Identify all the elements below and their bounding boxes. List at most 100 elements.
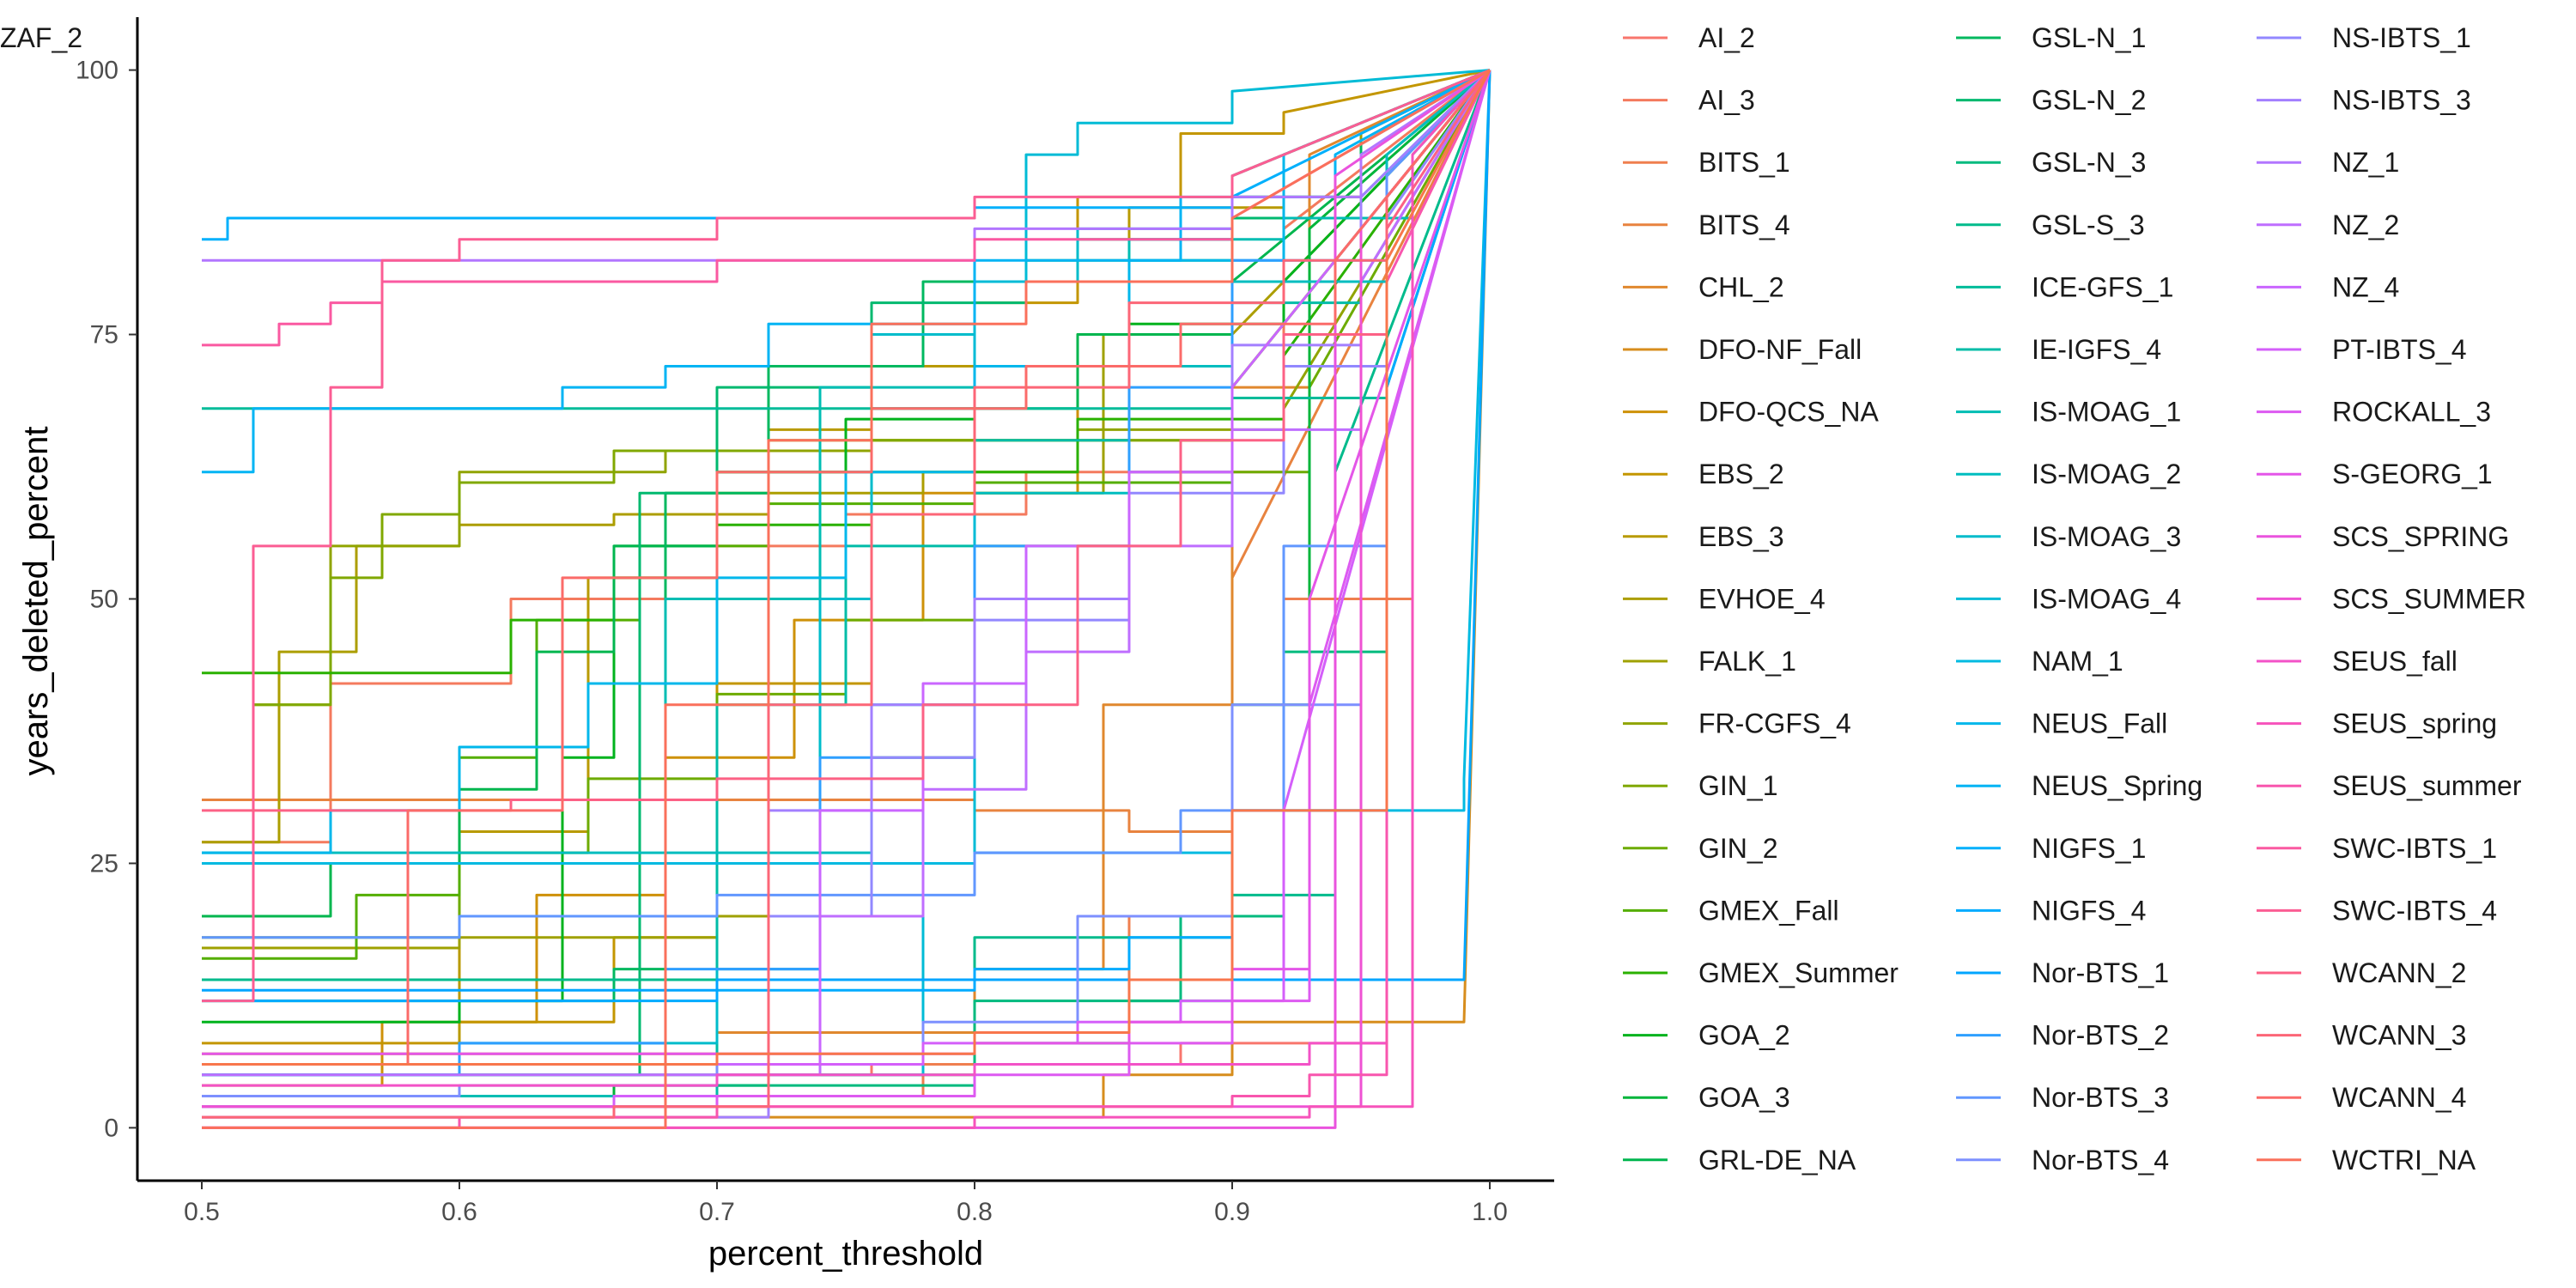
legend-item: GIN_1 — [1623, 770, 1777, 801]
legend-label: SEUS_spring — [2332, 708, 2497, 739]
series-line-Nor-BTS_1 — [202, 70, 1492, 992]
y-axis-ticks: 0 25 50 75 100 — [76, 57, 137, 1142]
series-line-WCANN_2 — [202, 69, 1492, 812]
legend-item: ROCKALL_3 — [2257, 397, 2491, 428]
legend-item: GOA_2 — [1623, 1020, 1790, 1051]
legend-item: GIN_2 — [1623, 833, 1777, 864]
legend-label: GSL-N_2 — [2032, 85, 2146, 116]
legend-label: GIN_2 — [1698, 833, 1777, 864]
x-tick-label: 0.8 — [957, 1198, 993, 1226]
legend-label: GRL-DE_NA — [1698, 1145, 1856, 1176]
legend-label: DFO-QCS_NA — [1698, 397, 1879, 428]
legend-item: AI_3 — [1623, 85, 1755, 116]
series-line-IE-IGFS_4 — [202, 69, 1492, 1109]
legend-label: NEUS_Fall — [2032, 708, 2167, 739]
legend-label: GSL-N_3 — [2032, 147, 2146, 178]
legend-label: IS-MOAG_3 — [2032, 521, 2181, 552]
legend-label: Nor-BTS_3 — [2032, 1082, 2169, 1113]
legend-item: NZ_2 — [2257, 210, 2399, 240]
legend-item: AI_2 — [1623, 22, 1755, 53]
legend-label: GMEX_Fall — [1698, 895, 1839, 926]
legend-item: GSL-N_3 — [1956, 147, 2146, 178]
series-line-Nor-BTS_3 — [202, 69, 1492, 939]
legend-item: IE-IGFS_4 — [1956, 334, 2161, 365]
legend-label: NAM_1 — [2032, 646, 2123, 677]
legend-label: GOA_3 — [1698, 1082, 1790, 1113]
series-line-DFO-NF_Fall — [202, 70, 1492, 1119]
legend-item: IS-MOAG_1 — [1956, 397, 2181, 428]
series-line-SEUS_spring — [202, 69, 1492, 1129]
y-tick-label: 100 — [76, 57, 118, 85]
legend-label: DFO-NF_Fall — [1698, 334, 1862, 365]
legend-label: PT-IBTS_4 — [2332, 334, 2467, 365]
legend-label: GOA_2 — [1698, 1020, 1790, 1051]
y-tick-label: 0 — [104, 1114, 118, 1142]
legend-label: NEUS_Spring — [2032, 770, 2202, 801]
legend-label: IS-MOAG_2 — [2032, 459, 2181, 489]
series-lines — [202, 69, 1492, 1129]
legend-item: SWC-IBTS_1 — [2257, 833, 2497, 864]
legend-item: NEUS_Fall — [1956, 708, 2167, 739]
legend-label: WCANN_2 — [2332, 957, 2466, 988]
legend-item: SCS_SPRING — [2257, 521, 2509, 552]
x-tick-label: 1.0 — [1472, 1198, 1508, 1226]
legend-label: ZAF_2 — [0, 22, 82, 53]
legend-label: GSL-N_1 — [2032, 22, 2146, 53]
legend-item: EBS_3 — [1623, 521, 1784, 552]
legend-label: SCS_SUMMER — [2332, 583, 2526, 614]
x-tick-label: 0.6 — [441, 1198, 477, 1226]
legend-item: FR-CGFS_4 — [1623, 708, 1851, 739]
legend-label: EVHOE_4 — [1698, 583, 1826, 614]
legend-label: CHL_2 — [1698, 271, 1784, 302]
legend: AI_2 AI_3 BITS_1 BITS_4 CHL_2 DFO-NF_Fall DFO-… — [0, 22, 2526, 1176]
legend-label: AI_3 — [1698, 85, 1755, 116]
legend-item: GOA_3 — [1623, 1082, 1790, 1113]
legend-item: NIGFS_1 — [1956, 833, 2146, 864]
legend-label: NS-IBTS_1 — [2332, 22, 2471, 53]
legend-label: EBS_2 — [1698, 459, 1784, 489]
legend-label: WCANN_4 — [2332, 1082, 2466, 1113]
legend-label: SEUS_fall — [2332, 646, 2458, 677]
legend-label: NS-IBTS_3 — [2332, 85, 2471, 116]
legend-item: GRL-DE_NA — [1623, 1145, 1856, 1176]
series-line-SWC-IBTS_1 — [202, 69, 1491, 347]
legend-label: ROCKALL_3 — [2332, 397, 2491, 428]
legend-item: SEUS_spring — [2257, 708, 2497, 739]
legend-label: WCANN_3 — [2332, 1020, 2466, 1051]
legend-label: SCS_SPRING — [2332, 521, 2509, 552]
legend-item: WCANN_2 — [2257, 957, 2466, 988]
legend-item: WCANN_4 — [2257, 1082, 2466, 1113]
legend-item: ZAF_2 — [0, 22, 82, 53]
legend-item: SCS_SUMMER — [2257, 583, 2526, 614]
legend-label: SWC-IBTS_4 — [2332, 895, 2497, 926]
legend-label: NZ_1 — [2332, 147, 2399, 178]
legend-item: SWC-IBTS_4 — [2257, 895, 2497, 926]
series-line-NEUS_Spring — [202, 69, 1491, 474]
legend-label: Nor-BTS_1 — [2032, 957, 2169, 988]
legend-item: DFO-QCS_NA — [1623, 397, 1879, 428]
legend-item: CHL_2 — [1623, 271, 1784, 302]
legend-label: NZ_4 — [2332, 271, 2399, 302]
legend-label: S-GEORG_1 — [2332, 459, 2493, 489]
legend-item: NAM_1 — [1956, 646, 2123, 677]
y-tick-label: 50 — [90, 586, 118, 614]
legend-item: PT-IBTS_4 — [2257, 334, 2467, 365]
legend-item: NIGFS_4 — [1956, 895, 2146, 926]
legend-label: EBS_3 — [1698, 521, 1784, 552]
y-tick-label: 75 — [90, 321, 118, 349]
legend-label: NIGFS_1 — [2032, 833, 2146, 864]
legend-item: NS-IBTS_1 — [2257, 22, 2471, 53]
x-tick-label: 0.9 — [1214, 1198, 1250, 1226]
legend-item: EBS_2 — [1623, 459, 1784, 489]
x-tick-label: 0.5 — [184, 1198, 220, 1226]
series-line-SWC-IBTS_4 — [202, 69, 1491, 1003]
y-tick-label: 25 — [90, 849, 118, 878]
legend-label: IS-MOAG_4 — [2032, 583, 2181, 614]
series-line-NIGFS_1 — [202, 69, 1491, 241]
legend-item: Nor-BTS_1 — [1956, 957, 2169, 988]
legend-item: GSL-N_1 — [1956, 22, 2146, 53]
legend-item: NZ_4 — [2257, 271, 2399, 302]
legend-label: FR-CGFS_4 — [1698, 708, 1851, 739]
legend-item: Nor-BTS_2 — [1956, 1020, 2169, 1051]
